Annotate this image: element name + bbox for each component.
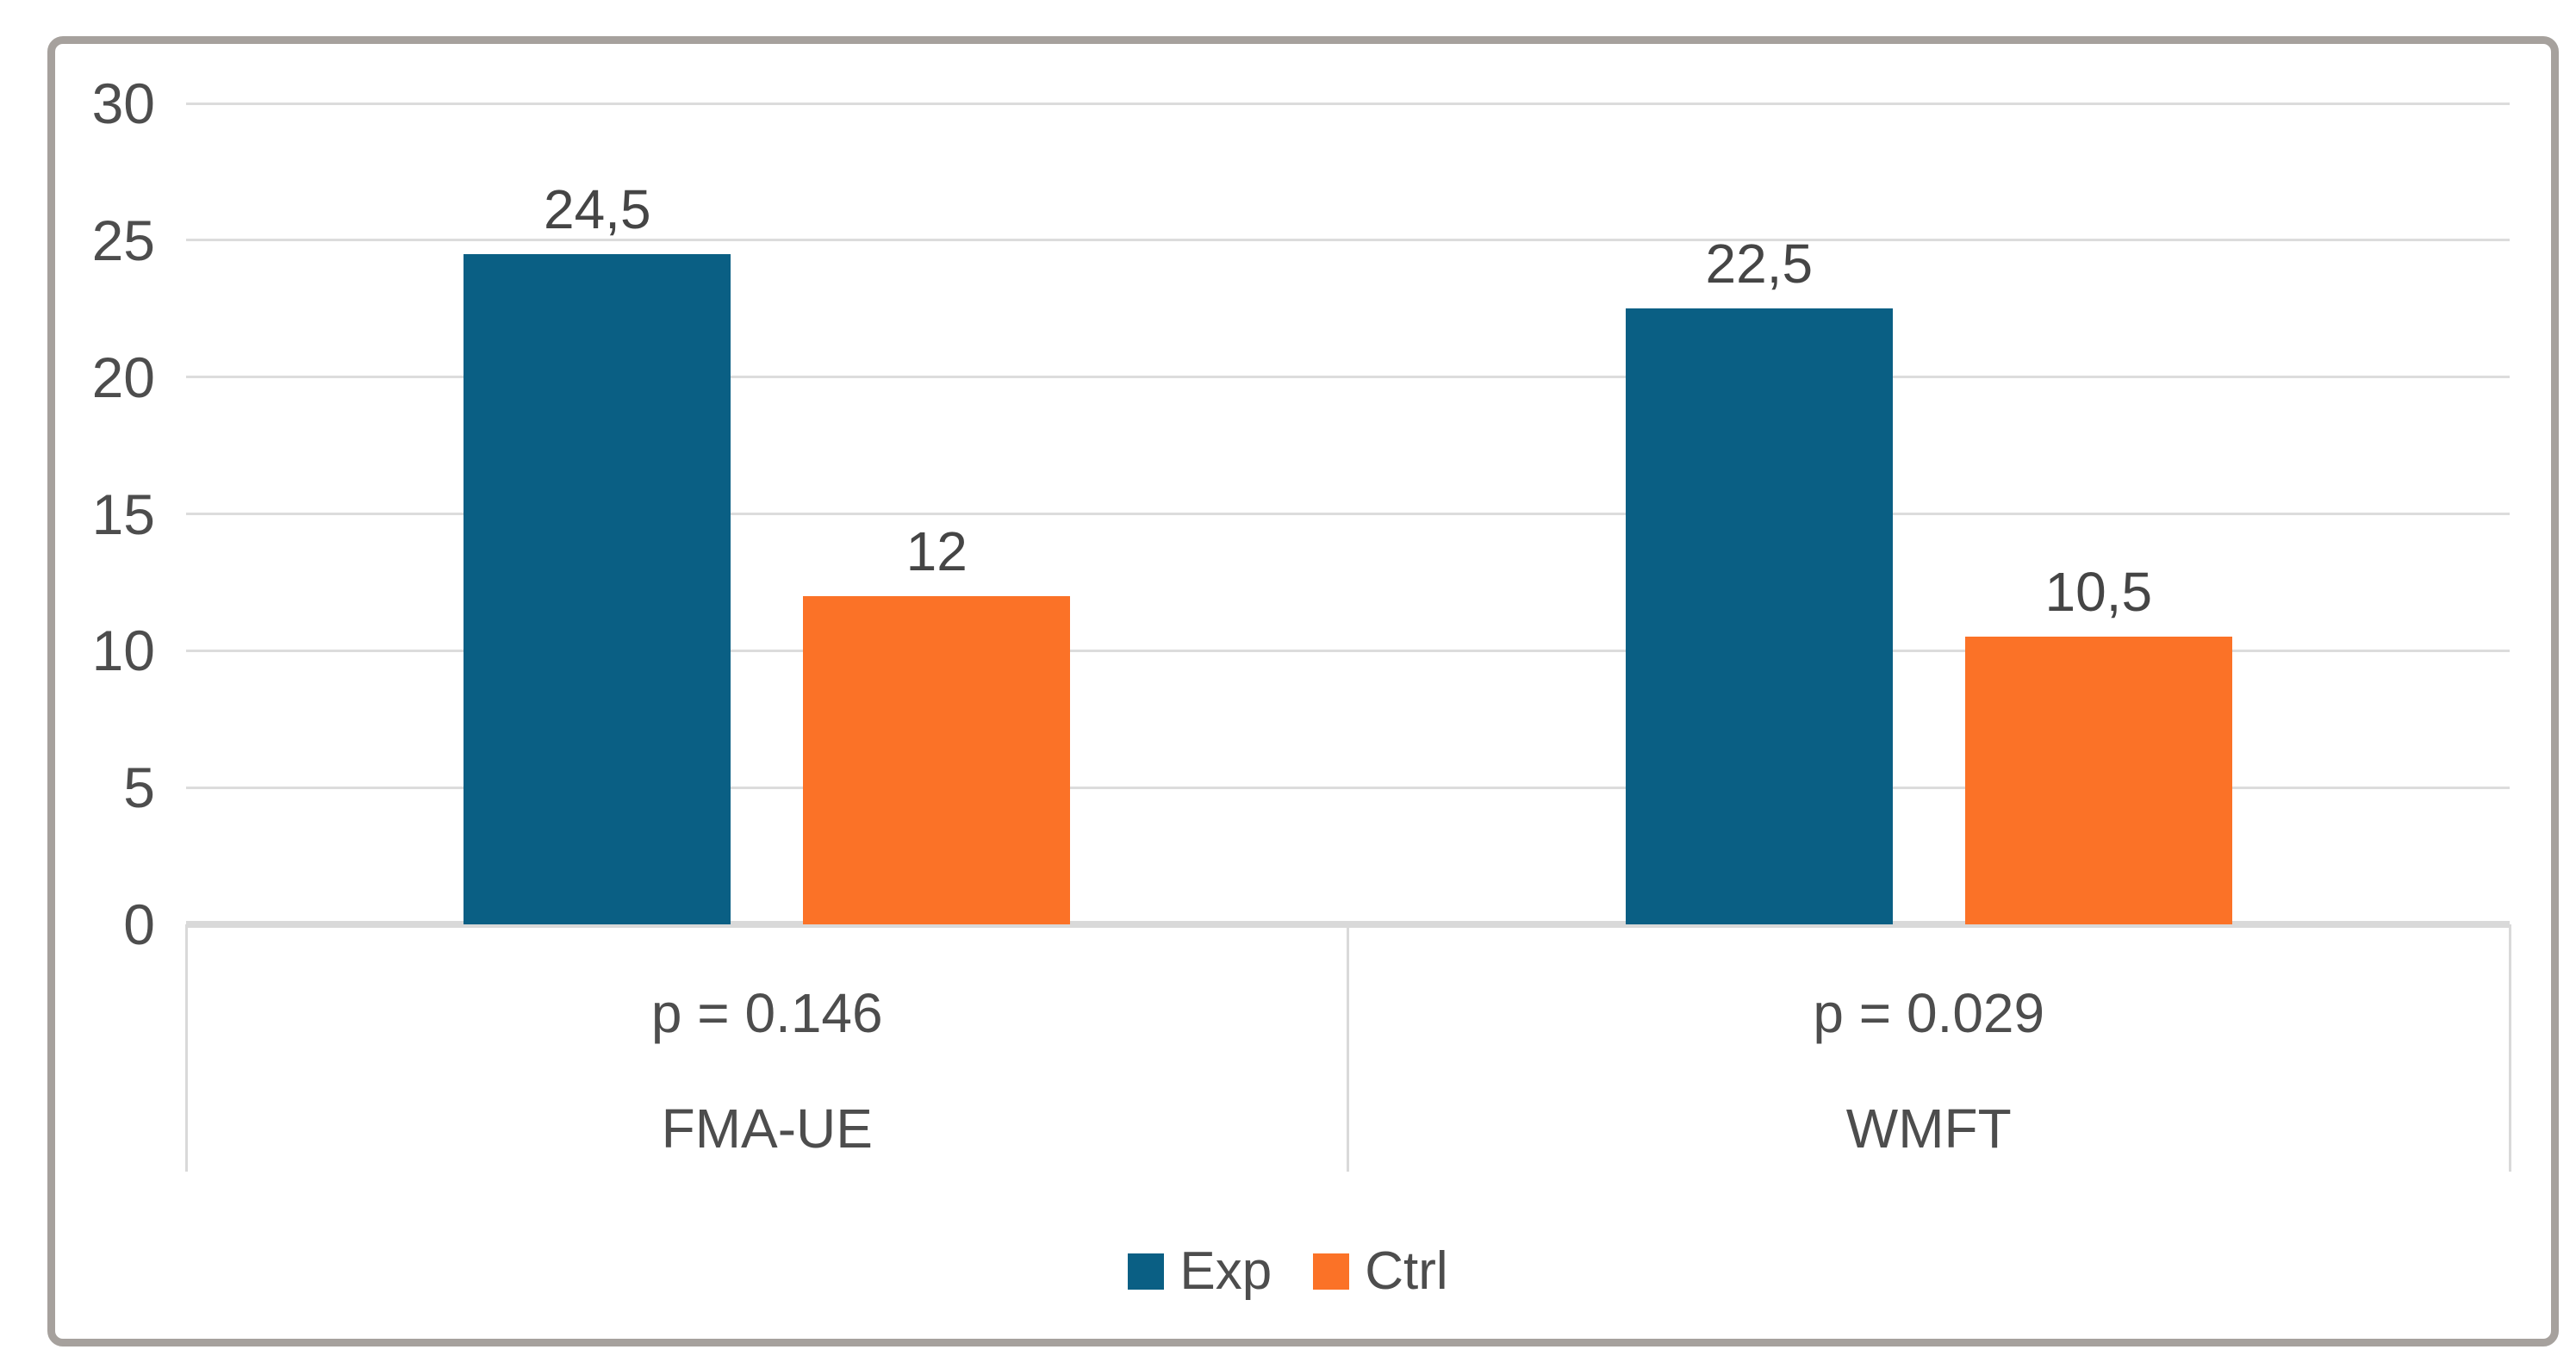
- category-tick: [2508, 924, 2511, 1172]
- y-axis-tick-label: 25: [91, 208, 155, 272]
- y-gridline: [186, 786, 2510, 789]
- y-axis-tick-label: 15: [91, 482, 155, 546]
- legend-swatch-exp: [1128, 1253, 1165, 1290]
- bar-value-label: 12: [905, 519, 968, 582]
- y-gridline: [186, 376, 2510, 379]
- bar-value-label: 22,5: [1705, 233, 1814, 295]
- category-annotation: p = 0.029: [1813, 982, 2045, 1044]
- y-gridline: [186, 513, 2510, 515]
- legend-label: Ctrl: [1365, 1241, 1448, 1301]
- bar-exp-fma-ue[interactable]: [464, 253, 731, 924]
- y-gridline: [186, 649, 2510, 652]
- y-axis-tick-label: 10: [91, 619, 155, 683]
- bar-ctrl-wmft[interactable]: [1964, 637, 2232, 924]
- bar-value-label: 10,5: [2044, 561, 2153, 624]
- bar-exp-wmft[interactable]: [1625, 308, 1893, 924]
- legend-swatch-ctrl: [1313, 1253, 1350, 1290]
- category-label: FMA-UE: [661, 1098, 873, 1160]
- y-axis-tick-label: 20: [91, 345, 155, 409]
- y-gridline: [186, 102, 2510, 105]
- category-tick: [184, 924, 188, 1172]
- y-gridline: [186, 239, 2510, 242]
- legend-item-exp[interactable]: Exp: [1128, 1237, 1272, 1306]
- bar-ctrl-fma-ue[interactable]: [803, 595, 1071, 924]
- y-axis-tick-label: 30: [91, 72, 155, 135]
- y-axis-tick-label: 0: [123, 892, 155, 956]
- legend: Exp Ctrl: [0, 1237, 2576, 1306]
- category-annotation: p = 0.146: [650, 982, 883, 1044]
- category-label: WMFT: [1845, 1098, 2012, 1160]
- y-axis-tick-label: 5: [123, 756, 155, 820]
- legend-label: Exp: [1179, 1241, 1272, 1301]
- category-tick: [1347, 924, 1349, 1172]
- bar-value-label: 24,5: [543, 177, 651, 240]
- legend-item-ctrl[interactable]: Ctrl: [1313, 1237, 1448, 1306]
